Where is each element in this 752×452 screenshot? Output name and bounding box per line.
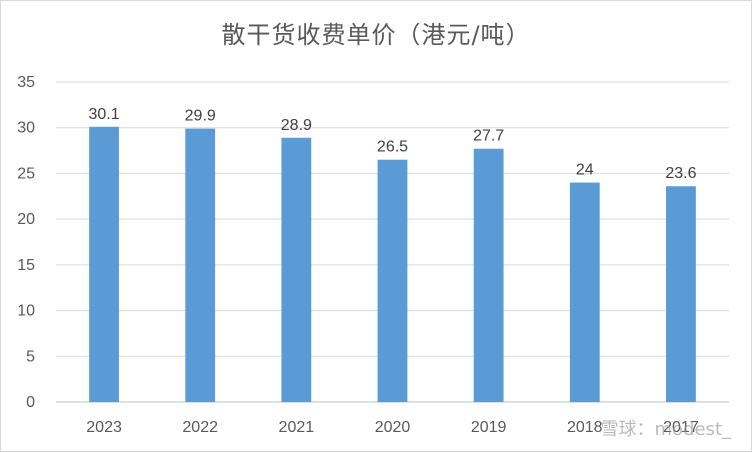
y-tick-label: 10	[17, 303, 35, 320]
y-tick-label: 35	[17, 74, 35, 91]
bar	[569, 182, 600, 402]
bar	[281, 137, 312, 402]
data-label: 28.9	[281, 117, 312, 134]
data-label: 26.5	[377, 139, 408, 156]
y-tick-label: 5	[26, 348, 35, 365]
y-tick-label: 0	[26, 394, 35, 411]
data-label: 29.9	[185, 108, 216, 125]
data-label: 23.6	[665, 165, 696, 182]
x-tick-label: 2020	[375, 419, 411, 436]
bar	[473, 148, 504, 402]
bar	[666, 186, 696, 402]
data-label: 24	[576, 162, 594, 179]
x-tick-label: 2021	[279, 419, 315, 436]
y-tick-label: 20	[17, 211, 35, 228]
watermark-text: 雪球：modest_	[600, 419, 731, 440]
y-tick-label: 15	[17, 257, 35, 274]
x-tick-label: 2017	[663, 419, 699, 436]
bar	[377, 159, 408, 402]
data-label: 27.7	[473, 128, 504, 145]
y-tick-label: 30	[17, 120, 35, 137]
data-label: 30.1	[89, 106, 120, 123]
x-tick-label: 2019	[471, 419, 507, 436]
x-tick-label: 2018	[567, 419, 603, 436]
bar	[185, 128, 216, 402]
x-tick-label: 2023	[86, 419, 122, 436]
chart-title: 散干货收费单价（港元/吨）	[221, 21, 531, 49]
x-tick-label: 2022	[182, 419, 218, 436]
bar	[89, 126, 119, 403]
y-tick-label: 25	[17, 165, 35, 182]
